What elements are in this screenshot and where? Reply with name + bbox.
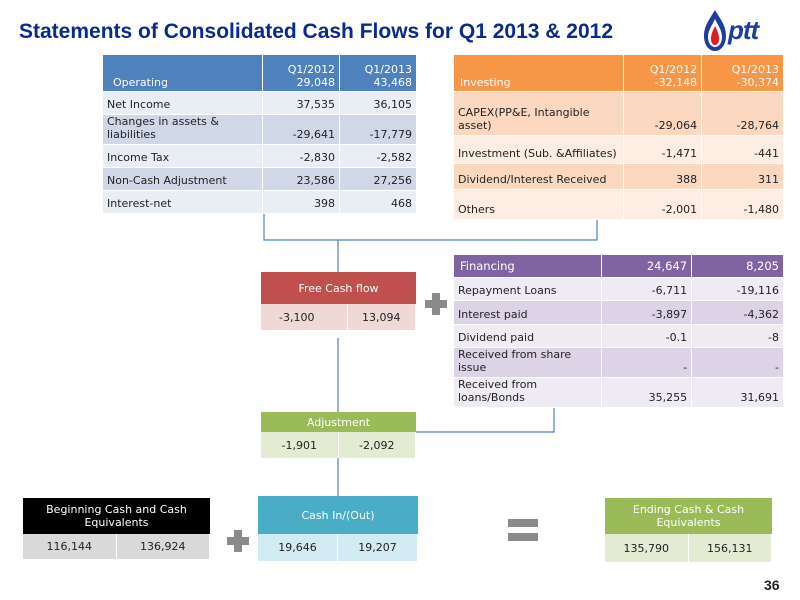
investing-col1-header: Q1/2012 -32,148 <box>623 55 703 92</box>
financing-value-2012: - <box>601 347 693 378</box>
free-cash-flow-2013: 13,094 <box>347 304 416 330</box>
operating-row-label: Net Income <box>103 91 264 115</box>
operating-row: Interest-net 398 468 <box>103 190 417 214</box>
operating-value-2012: 37,535 <box>262 91 341 115</box>
financing-row-label: Dividend paid <box>454 324 603 348</box>
adjustment-box: Adjustment -1,901 -2,092 <box>261 412 416 458</box>
adjustment-label: Adjustment <box>261 412 416 432</box>
operating-col1-header: Q1/2012 29,048 <box>262 55 341 92</box>
investing-row-label: Others <box>454 189 625 220</box>
operating-row-label: Changes in assets & liabilities <box>103 114 264 145</box>
free-cash-flow-2012: -3,100 <box>261 304 348 330</box>
financing-value-2012: -6,711 <box>601 277 693 301</box>
investing-value-2012: -2,001 <box>623 189 703 220</box>
ending-cash-2012: 135,790 <box>605 534 689 562</box>
financing-value-2012: -3,897 <box>601 300 693 325</box>
beginning-cash-2012: 116,144 <box>23 534 117 559</box>
beginning-cash-label: Beginning Cash and Cash Equivalents <box>23 498 210 534</box>
operating-row: Non-Cash Adjustment 23,586 27,256 <box>103 167 417 191</box>
investing-col2-header: Q1/2013 -30,374 <box>701 55 784 92</box>
investing-header: Investing Q1/2012 -32,148 Q1/2013 -30,374 <box>454 55 784 92</box>
operating-header: Operating Q1/2012 29,048 Q1/2013 43,468 <box>103 55 417 92</box>
investing-row-label: CAPEX(PP&E, Intangible asset) <box>454 91 625 136</box>
ptt-logo: ptt <box>700 6 790 56</box>
beginning-cash-2013: 136,924 <box>116 534 210 559</box>
investing-row: Dividend/Interest Received 388 311 <box>454 163 784 190</box>
operating-value-2013: 36,105 <box>339 91 417 115</box>
investing-label: Investing <box>454 55 625 92</box>
investing-value-2012: -1,471 <box>623 135 703 164</box>
financing-row: Repayment Loans -6,711 -19,116 <box>454 277 784 301</box>
financing-row-label: Received from share issue <box>454 347 603 378</box>
equals-icon <box>508 519 538 541</box>
operating-row-label: Non-Cash Adjustment <box>103 167 264 191</box>
operating-table: Operating Q1/2012 29,048 Q1/2013 43,468 Ne… <box>103 55 417 214</box>
investing-value-2012: -29,064 <box>623 91 703 136</box>
financing-row-label: Interest paid <box>454 300 603 325</box>
cash-in-out-2013: 19,207 <box>338 534 418 561</box>
cash-in-out-box: Cash In/(Out) 19,646 19,207 <box>258 496 418 561</box>
financing-value-2013: -4,362 <box>691 300 784 325</box>
operating-col2-header: Q1/2013 43,468 <box>339 55 417 92</box>
investing-row: CAPEX(PP&E, Intangible asset) -29,064 -28,… <box>454 91 784 136</box>
operating-value-2012: 398 <box>262 190 341 214</box>
operating-row: Net Income 37,535 36,105 <box>103 91 417 115</box>
financing-row: Received from share issue - - <box>454 347 784 378</box>
financing-value-2013: - <box>691 347 784 378</box>
beginning-cash-box: Beginning Cash and Cash Equivalents 116,… <box>23 498 210 559</box>
operating-value-2013: -17,779 <box>339 114 417 145</box>
investing-row-label: Dividend/Interest Received <box>454 163 625 190</box>
operating-value-2013: -2,582 <box>339 144 417 168</box>
investing-value-2013: -28,764 <box>701 91 784 136</box>
ending-cash-box: Ending Cash & Cash Equivalents 135,790 1… <box>605 498 772 562</box>
adjustment-2012: -1,901 <box>261 432 339 458</box>
plus-icon <box>425 293 447 315</box>
financing-value-2013: -8 <box>691 324 784 348</box>
operating-row: Changes in assets & liabilities -29,641 -1… <box>103 114 417 145</box>
financing-total-2012: 24,647 <box>601 255 693 278</box>
operating-row-label: Income Tax <box>103 144 264 168</box>
investing-row: Others -2,001 -1,480 <box>454 189 784 220</box>
page-title: Statements of Consolidated Cash Flows fo… <box>19 20 613 43</box>
plus-icon <box>227 530 249 552</box>
logo-text: ptt <box>728 15 759 45</box>
financing-table: Financing 24,647 8,205 Repayment Loans -6… <box>454 255 784 408</box>
financing-total-2013: 8,205 <box>691 255 784 278</box>
ending-cash-label: Ending Cash & Cash Equivalents <box>605 498 772 534</box>
operating-value-2012: 23,586 <box>262 167 341 191</box>
operating-row: Income Tax -2,830 -2,582 <box>103 144 417 168</box>
cash-in-out-label: Cash In/(Out) <box>258 496 418 534</box>
investing-row-label: Investment (Sub. &Affiliates) <box>454 135 625 164</box>
investing-value-2013: 311 <box>701 163 784 190</box>
free-cash-flow-box: Free Cash flow -3,100 13,094 <box>261 272 416 330</box>
ending-cash-2013: 156,131 <box>688 534 772 562</box>
operating-value-2013: 27,256 <box>339 167 417 191</box>
investing-value-2012: 388 <box>623 163 703 190</box>
financing-label: Financing <box>454 255 603 278</box>
operating-value-2012: -2,830 <box>262 144 341 168</box>
operating-value-2013: 468 <box>339 190 417 214</box>
operating-value-2012: -29,641 <box>262 114 341 145</box>
operating-row-label: Interest-net <box>103 190 264 214</box>
ptt-flame-icon <box>704 10 726 51</box>
page-number: 36 <box>764 577 780 593</box>
cash-in-out-2012: 19,646 <box>258 534 338 561</box>
investing-value-2013: -1,480 <box>701 189 784 220</box>
financing-row: Interest paid -3,897 -4,362 <box>454 300 784 325</box>
free-cash-flow-label: Free Cash flow <box>261 272 416 304</box>
operating-label: Operating <box>103 55 264 92</box>
financing-row: Received from loans/Bonds 35,255 31,691 <box>454 377 784 408</box>
financing-value-2013: 31,691 <box>691 377 784 408</box>
financing-value-2013: -19,116 <box>691 277 784 301</box>
financing-value-2012: 35,255 <box>601 377 693 408</box>
financing-row-label: Received from loans/Bonds <box>454 377 603 408</box>
financing-header: Financing 24,647 8,205 <box>454 255 784 278</box>
investing-value-2013: -441 <box>701 135 784 164</box>
investing-table: Investing Q1/2012 -32,148 Q1/2013 -30,374 … <box>454 55 784 220</box>
investing-row: Investment (Sub. &Affiliates) -1,471 -441 <box>454 135 784 164</box>
financing-value-2012: -0.1 <box>601 324 693 348</box>
adjustment-2013: -2,092 <box>338 432 416 458</box>
financing-row-label: Repayment Loans <box>454 277 603 301</box>
financing-row: Dividend paid -0.1 -8 <box>454 324 784 348</box>
